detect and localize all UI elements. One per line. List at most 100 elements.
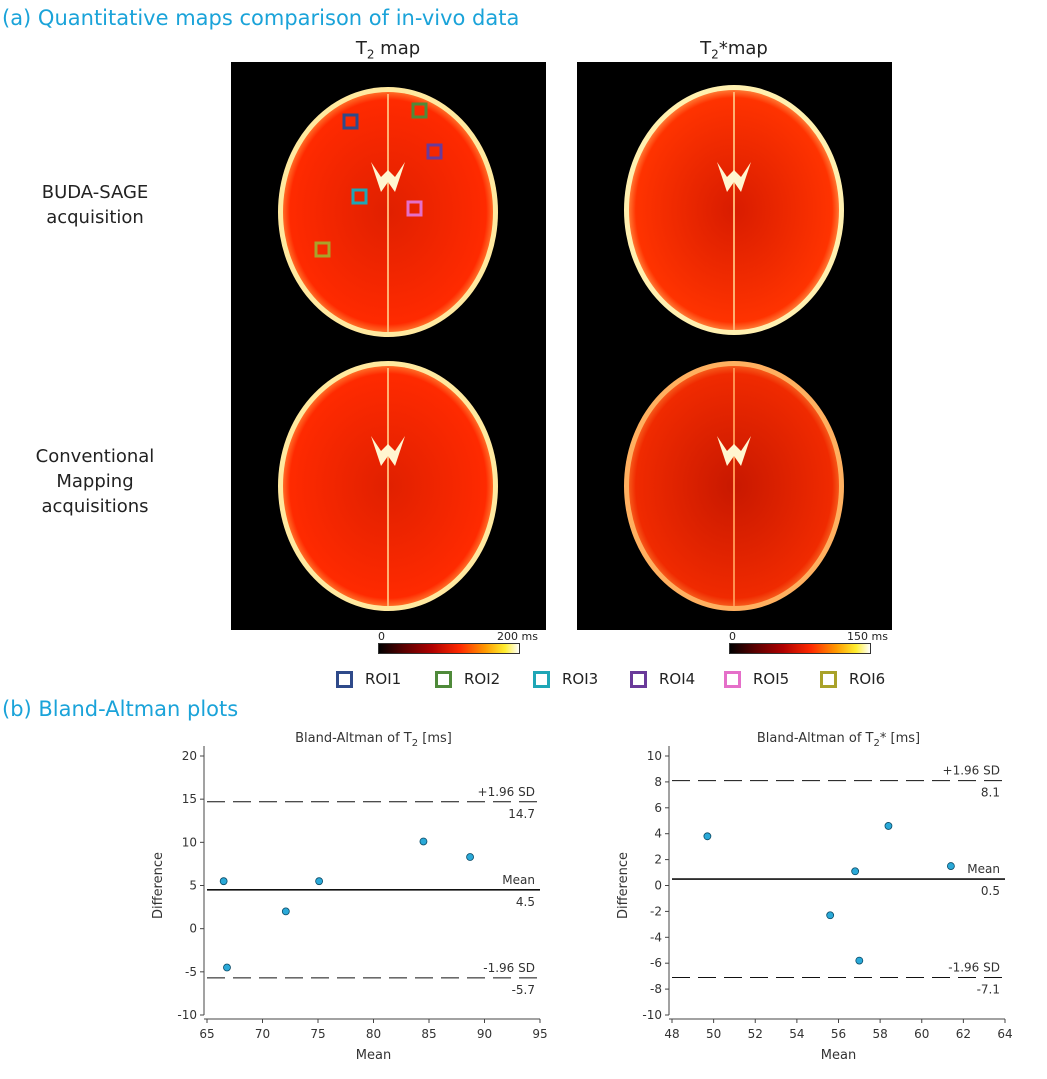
- legend-roi2: ROI2: [435, 668, 500, 690]
- roi4-swatch: [630, 670, 647, 688]
- row-label-buda-sage: BUDA-SAGE acquisition: [41, 182, 149, 228]
- plot-title: Bland-Altman of T2* [ms]: [757, 731, 920, 749]
- roi2-label: ROI2: [464, 670, 501, 688]
- y-tick-label: 8: [654, 775, 662, 789]
- x-tick-label: 95: [532, 1027, 547, 1041]
- mean-label: Mean: [967, 862, 1000, 876]
- roi5-swatch: [724, 670, 741, 688]
- y-tick-label: 5: [189, 879, 197, 893]
- y-tick-label: -8: [650, 982, 662, 996]
- roi3-swatch: [533, 670, 550, 688]
- upper-limit-label: +1.96 SD: [478, 785, 535, 799]
- legend-roi6: ROI6: [820, 668, 885, 690]
- lower-limit-value: -5.7: [512, 983, 535, 997]
- lower-limit-label: -1.96 SD: [483, 961, 535, 975]
- brain-image-t2star-conventional: [624, 361, 844, 611]
- y-axis-label: Difference: [616, 852, 631, 919]
- roi5-box: [406, 200, 423, 217]
- roi6-box: [314, 241, 331, 258]
- x-axis-label: Mean: [821, 1048, 856, 1063]
- x-tick-label: 65: [199, 1027, 214, 1041]
- roi2-swatch: [435, 670, 452, 688]
- y-tick-label: 10: [647, 749, 662, 763]
- mean-label: Mean: [502, 873, 535, 887]
- colorbar-t2star-min: 0: [729, 630, 736, 643]
- data-point: [946, 862, 955, 870]
- roi2-box: [411, 102, 428, 119]
- data-point: [851, 867, 860, 876]
- x-tick-label: 50: [706, 1027, 721, 1041]
- y-axis-label: Difference: [151, 852, 166, 919]
- upper-limit-label: +1.96 SD: [943, 764, 1000, 778]
- data-point: [466, 853, 474, 861]
- y-tick-label: -6: [650, 956, 662, 970]
- roi3-label: ROI3: [562, 670, 599, 688]
- x-tick-label: 48: [664, 1027, 679, 1041]
- colorbar-t2-min: 0: [378, 630, 385, 643]
- y-tick-label: 2: [654, 853, 662, 867]
- roi1-swatch: [336, 670, 353, 688]
- section-a-title: (a) Quantitative maps comparison of in-v…: [2, 6, 520, 30]
- data-point: [223, 963, 231, 972]
- map-t2-conventional: [231, 346, 546, 630]
- column-title-t2: T2 map: [355, 38, 421, 62]
- mean-value: 4.5: [516, 895, 535, 909]
- colorbar-t2: [378, 643, 520, 654]
- y-tick-label: 0: [654, 879, 662, 893]
- colorbar-t2-max: 200 ms: [497, 630, 538, 643]
- map-t2star-buda-sage: [577, 62, 892, 346]
- y-tick-label: 10: [182, 835, 197, 849]
- colorbar-t2star: [729, 643, 871, 654]
- x-tick-label: 52: [748, 1027, 763, 1041]
- y-tick-label: -5: [185, 965, 197, 979]
- x-tick-label: 56: [831, 1027, 846, 1041]
- lower-limit-label: -1.96 SD: [948, 960, 1000, 974]
- legend-roi5: ROI5: [724, 668, 789, 690]
- x-tick-label: 54: [789, 1027, 804, 1041]
- x-tick-label: 60: [914, 1027, 929, 1041]
- x-tick-label: 85: [421, 1027, 436, 1041]
- data-point: [419, 837, 428, 846]
- y-tick-label: 15: [182, 792, 197, 806]
- y-tick-label: 6: [654, 801, 662, 815]
- x-tick-label: 70: [255, 1027, 270, 1041]
- y-tick-label: 0: [189, 922, 197, 936]
- data-point: [281, 907, 290, 916]
- colorbar-t2star-max: 150 ms: [847, 630, 888, 643]
- plot-title: Bland-Altman of T2 [ms]: [295, 731, 452, 749]
- data-point: [703, 832, 712, 841]
- x-tick-label: 80: [366, 1027, 381, 1041]
- upper-limit-value: 8.1: [981, 786, 1000, 800]
- x-axis-label: Mean: [356, 1048, 391, 1063]
- roi3-box: [351, 188, 368, 205]
- x-tick-label: 62: [956, 1027, 971, 1041]
- map-t2star-conventional: [577, 346, 892, 630]
- x-tick-label: 75: [310, 1027, 325, 1041]
- roi6-swatch: [820, 670, 837, 688]
- roi4-label: ROI4: [659, 670, 696, 688]
- legend-roi3: ROI3: [533, 668, 598, 690]
- map-t2-buda-sage: [231, 62, 546, 346]
- upper-limit-value: 14.7: [508, 807, 535, 821]
- y-tick-label: -10: [642, 1008, 662, 1022]
- mean-value: 0.5: [981, 884, 1000, 898]
- bland-altman-t2-plot: Bland-Altman of T2 [ms] -10 -5 0 5 10 15 20 65 70…: [151, 731, 548, 1063]
- y-tick-label: -4: [650, 930, 662, 944]
- y-tick-label: 20: [182, 749, 197, 763]
- data-point: [826, 911, 835, 920]
- brain-image-t2-conventional: [278, 361, 498, 611]
- roi6-label: ROI6: [849, 670, 886, 688]
- roi1-label: ROI1: [365, 670, 402, 688]
- brain-image-t2-buda: [278, 87, 498, 337]
- data-point: [884, 822, 893, 830]
- x-tick-label: 64: [997, 1027, 1012, 1041]
- brain-image-t2star-buda: [624, 85, 844, 335]
- x-tick-label: 58: [872, 1027, 887, 1041]
- data-point: [315, 877, 324, 886]
- column-title-t2star: T2*map: [700, 38, 768, 62]
- x-tick-label: 90: [477, 1027, 492, 1041]
- data-point: [219, 877, 228, 886]
- y-tick-label: -10: [177, 1008, 197, 1022]
- roi4-box: [426, 143, 443, 160]
- section-b-title: (b) Bland-Altman plots: [2, 697, 239, 721]
